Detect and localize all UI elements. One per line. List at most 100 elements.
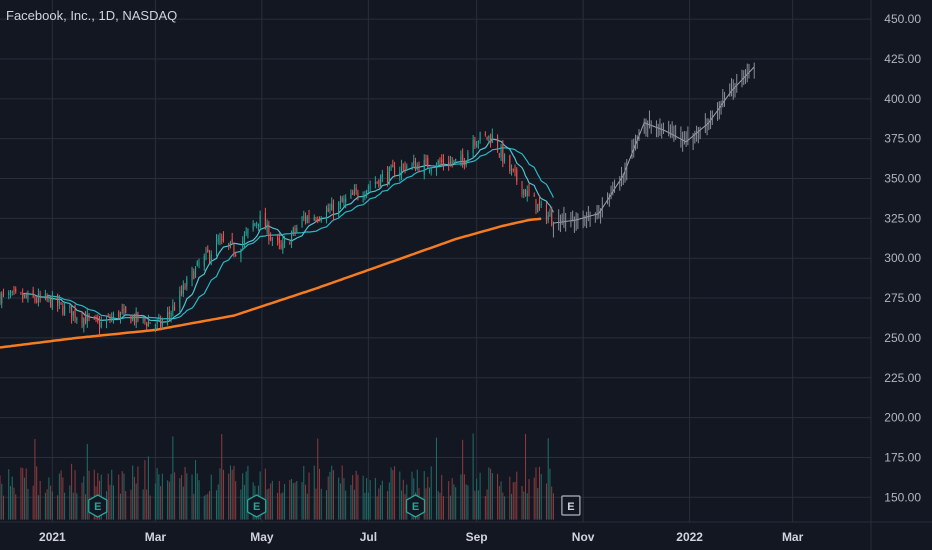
candle (291, 230, 293, 248)
volume-bar (240, 489, 242, 520)
candle (256, 221, 258, 229)
volume-bar (2, 495, 5, 520)
candle (479, 131, 481, 144)
candle-body (86, 314, 88, 322)
earnings-marker[interactable]: E (561, 495, 581, 516)
sma-slow-line (0, 217, 542, 349)
candle (51, 291, 53, 311)
volume-bar (196, 473, 198, 520)
candle (264, 207, 266, 230)
candle (306, 215, 308, 224)
moving-averages (0, 66, 755, 349)
candle (130, 314, 132, 324)
candle (32, 286, 34, 298)
candle-body (130, 315, 132, 324)
candle (210, 250, 212, 266)
candle (72, 311, 74, 321)
candle-body (109, 318, 111, 320)
volume-bar (46, 489, 48, 520)
volume-bar (366, 477, 368, 520)
candle (441, 154, 443, 165)
candle-body (60, 302, 62, 304)
volume-bar (161, 473, 163, 520)
candle-body (268, 225, 270, 240)
price-tick-label: 175.00 (884, 450, 921, 464)
candle (44, 289, 46, 301)
candle (345, 194, 347, 209)
projection-line (553, 66, 755, 224)
candle-body (228, 243, 230, 245)
candle-body (318, 218, 321, 220)
candle (280, 240, 282, 250)
candle-body (167, 312, 169, 320)
volume-bar (439, 492, 441, 520)
candle (484, 131, 486, 137)
candle (352, 189, 354, 196)
volume-bar (430, 466, 432, 520)
candle (119, 311, 121, 324)
candle (203, 253, 205, 271)
candle (2, 288, 5, 298)
candle-body (463, 160, 465, 165)
candle-body (83, 318, 85, 327)
volume-bar (387, 491, 389, 520)
volume-bar (219, 468, 221, 520)
volume-bar (327, 476, 329, 520)
volume-bar (167, 480, 169, 520)
earnings-marker[interactable]: E (405, 494, 426, 518)
candle (182, 280, 184, 297)
candle (451, 157, 453, 168)
candle-body (512, 168, 514, 171)
volume-bar (15, 494, 17, 520)
volume-bar (284, 484, 286, 520)
candle-body (76, 318, 78, 321)
candle-body (184, 286, 186, 289)
candle-body (149, 322, 151, 324)
candle-body (521, 181, 523, 195)
candle-body (451, 161, 453, 163)
candle-body (486, 136, 488, 140)
volume-bar (448, 481, 450, 520)
earnings-marker[interactable]: E (88, 494, 108, 518)
candle (121, 303, 123, 315)
volume-bar (296, 481, 298, 520)
volume-bar (34, 439, 36, 520)
volume-bar (540, 473, 542, 520)
earnings-hex-icon (405, 494, 426, 518)
candle-body (352, 192, 354, 195)
candle-body (264, 212, 266, 230)
candle (467, 150, 469, 162)
candle (402, 163, 404, 171)
candle-body (498, 153, 500, 155)
volume-bar (453, 484, 455, 520)
time-axis[interactable]: 2021 Mar May Jul Sep Nov 2022 Mar (39, 530, 804, 544)
candle-body (378, 179, 380, 187)
price-tick-label: 400.00 (884, 92, 921, 106)
candle-body (81, 316, 83, 324)
candle (428, 169, 431, 174)
candle (193, 268, 195, 280)
candle-body (425, 159, 427, 161)
volume-bar (512, 482, 514, 520)
candle (526, 185, 528, 202)
candle (289, 241, 291, 245)
candle (318, 216, 321, 222)
earnings-marker[interactable]: E (246, 494, 267, 518)
volume-bar (369, 480, 371, 520)
candle-body (332, 204, 334, 215)
candle-body (119, 312, 121, 319)
candle-body (535, 199, 537, 211)
candle (500, 143, 502, 161)
candle-body (411, 163, 413, 169)
volume-bar (305, 484, 307, 520)
candle (174, 302, 176, 311)
candle (460, 150, 462, 167)
volume-bar (486, 489, 488, 520)
candle-body (516, 169, 518, 182)
price-axis[interactable]: 450.00 425.00 400.00 375.00 350.00 325.00 300.… (884, 12, 921, 504)
candle (353, 184, 355, 196)
volume-bar (27, 488, 29, 520)
candle-body (442, 158, 444, 165)
candle (46, 293, 48, 303)
